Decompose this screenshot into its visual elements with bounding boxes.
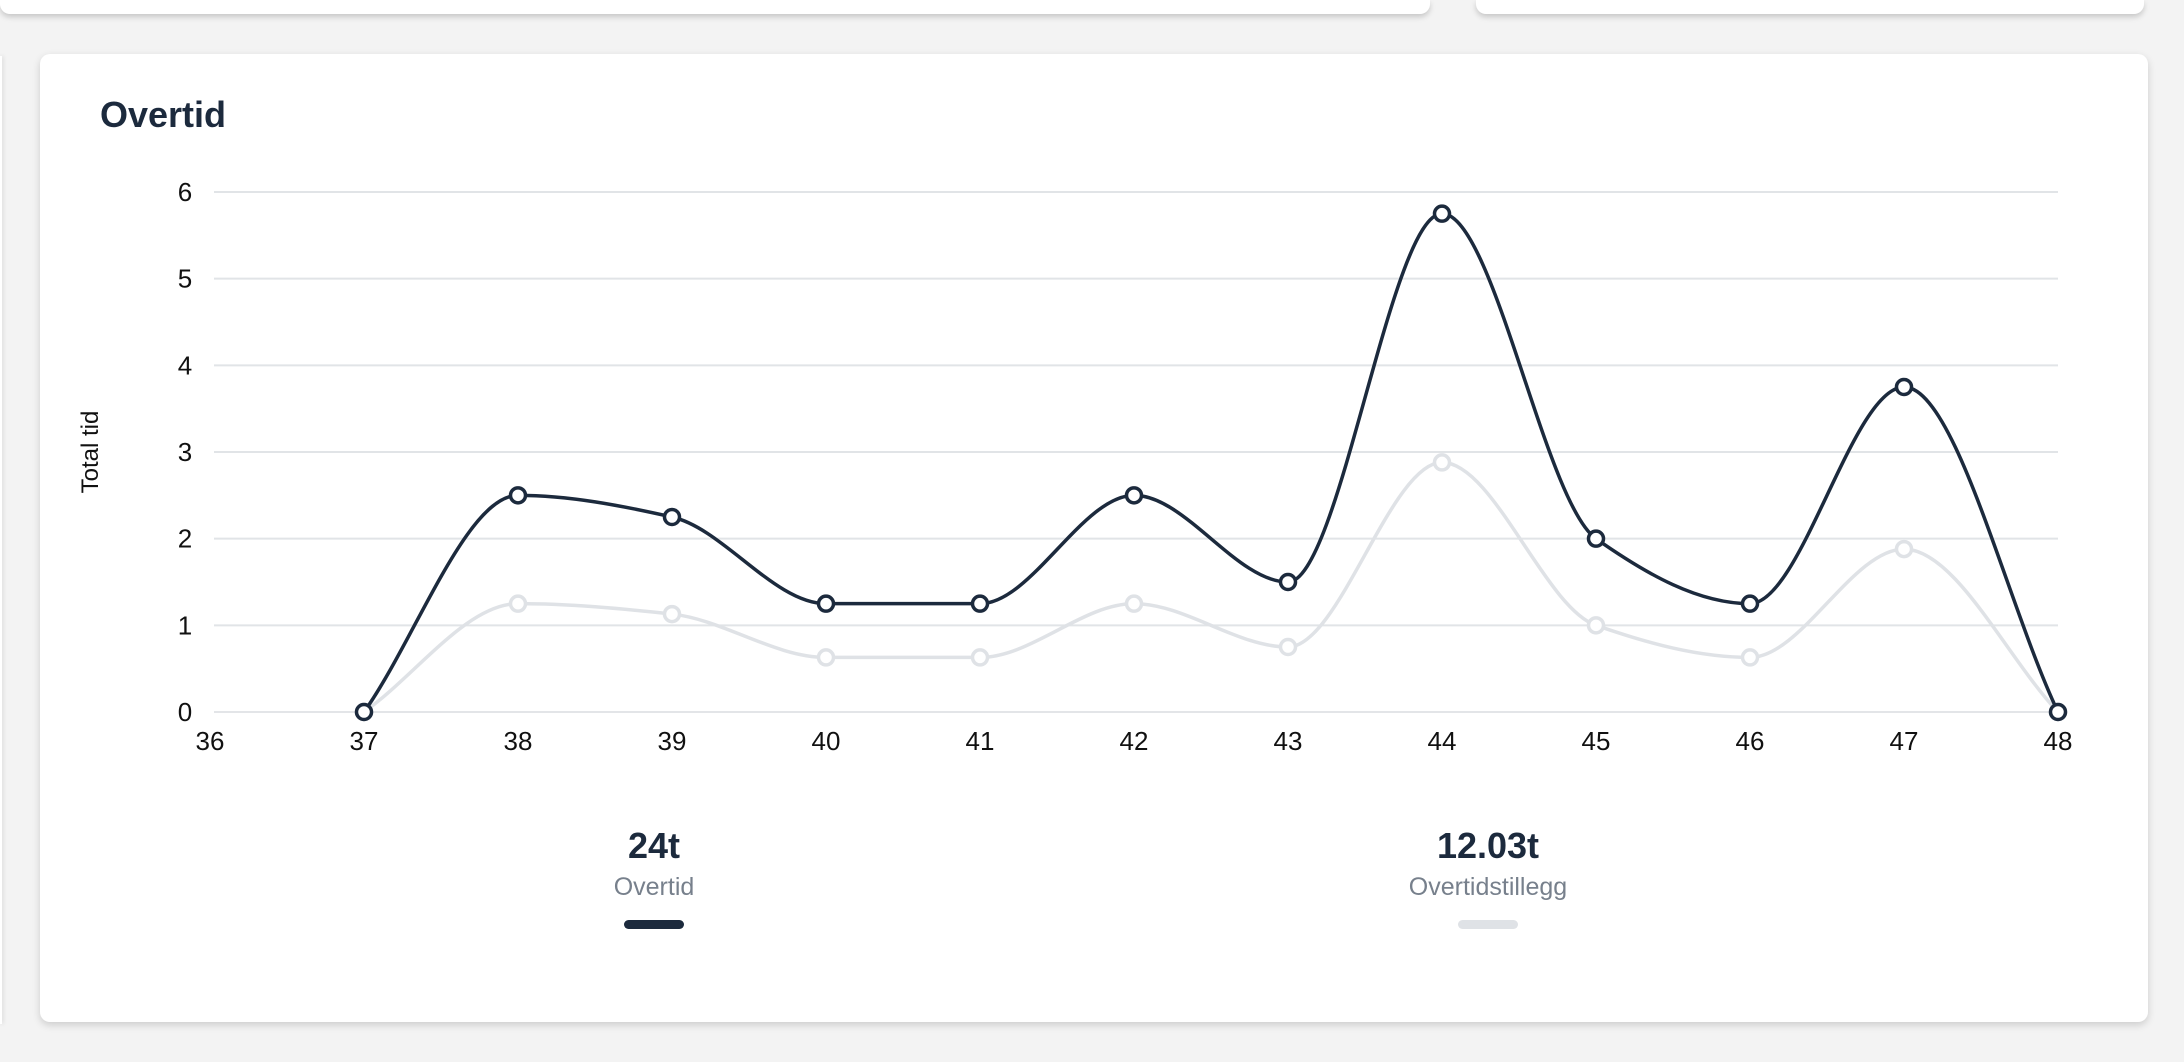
data-point-overtidstillegg xyxy=(1894,539,1914,559)
data-point-overtid xyxy=(354,702,374,722)
data-point-overtid xyxy=(1740,594,1760,613)
data-point-overtid xyxy=(662,507,682,527)
data-point-overtid xyxy=(2048,702,2068,722)
overtime-card: Overtid 0 1 2 3 4 5 6 36 37 38 39 40 41 42 43 44 45 46 47 4… xyxy=(40,54,2148,1022)
data-point-overtidstillegg xyxy=(816,648,836,667)
x-tick-label: 36 xyxy=(196,726,225,756)
y-tick-label: 1 xyxy=(178,610,192,640)
x-tick-label: 46 xyxy=(1736,726,1765,756)
data-point-overtidstillegg xyxy=(1586,616,1606,635)
left-edge-card xyxy=(0,56,2,1024)
x-tick-label: 44 xyxy=(1428,726,1457,756)
summary-label: Overtid xyxy=(613,873,695,901)
y-axis-title: Total tid xyxy=(77,411,104,494)
data-point-overtid xyxy=(1894,377,1914,397)
x-tick-label: 37 xyxy=(350,726,379,756)
x-tick-label: 43 xyxy=(1274,726,1303,756)
y-tick-label: 3 xyxy=(178,437,192,467)
data-point-overtid xyxy=(1586,529,1606,548)
summary-legend-swatch xyxy=(624,920,684,929)
x-tick-label: 40 xyxy=(812,726,841,756)
y-tick-label: 6 xyxy=(178,177,192,207)
data-point-overtid xyxy=(1278,572,1298,592)
x-tick-label: 39 xyxy=(658,726,687,756)
data-point-overtidstillegg xyxy=(1432,453,1452,472)
data-point-overtidstillegg xyxy=(662,604,682,624)
y-tick-label: 4 xyxy=(178,350,192,380)
series-line-overtid xyxy=(362,211,2060,714)
data-point-overtid xyxy=(816,594,836,613)
y-tick-label: 5 xyxy=(178,264,192,294)
summary-value: 24t xyxy=(627,825,681,866)
data-point-overtidstillegg xyxy=(508,594,528,613)
y-tick-label: 0 xyxy=(178,697,192,727)
card-title: Overtid xyxy=(100,94,227,135)
data-point-overtidstillegg xyxy=(1740,648,1760,667)
summary-overtid: 24t Overtid xyxy=(504,824,804,929)
y-tick-label: 2 xyxy=(178,524,192,554)
data-point-overtidstillegg xyxy=(970,648,990,667)
data-point-overtidstillegg xyxy=(1124,594,1144,613)
top-card-right xyxy=(1476,0,2144,14)
top-card-left xyxy=(0,0,1430,14)
series-line-overtidstillegg xyxy=(362,460,2060,714)
data-point-overtid xyxy=(508,486,528,505)
x-tick-label: 48 xyxy=(2044,726,2073,756)
summary-legend-swatch xyxy=(1458,920,1518,929)
summary-value: 12.03t xyxy=(1436,825,1540,866)
x-tick-label: 41 xyxy=(966,726,995,756)
x-tick-label: 47 xyxy=(1890,726,1919,756)
x-tick-label: 38 xyxy=(504,726,533,756)
summary-label: Overtidstillegg xyxy=(1408,873,1568,901)
data-point-overtidstillegg xyxy=(1278,637,1298,657)
summary-overtidstillegg: 12.03t Overtidstillegg xyxy=(1338,824,1638,929)
data-point-overtid xyxy=(1124,486,1144,505)
x-tick-label: 45 xyxy=(1582,726,1611,756)
x-tick-label: 42 xyxy=(1120,726,1149,756)
data-point-overtid xyxy=(1432,204,1452,223)
data-point-overtid xyxy=(970,594,990,613)
